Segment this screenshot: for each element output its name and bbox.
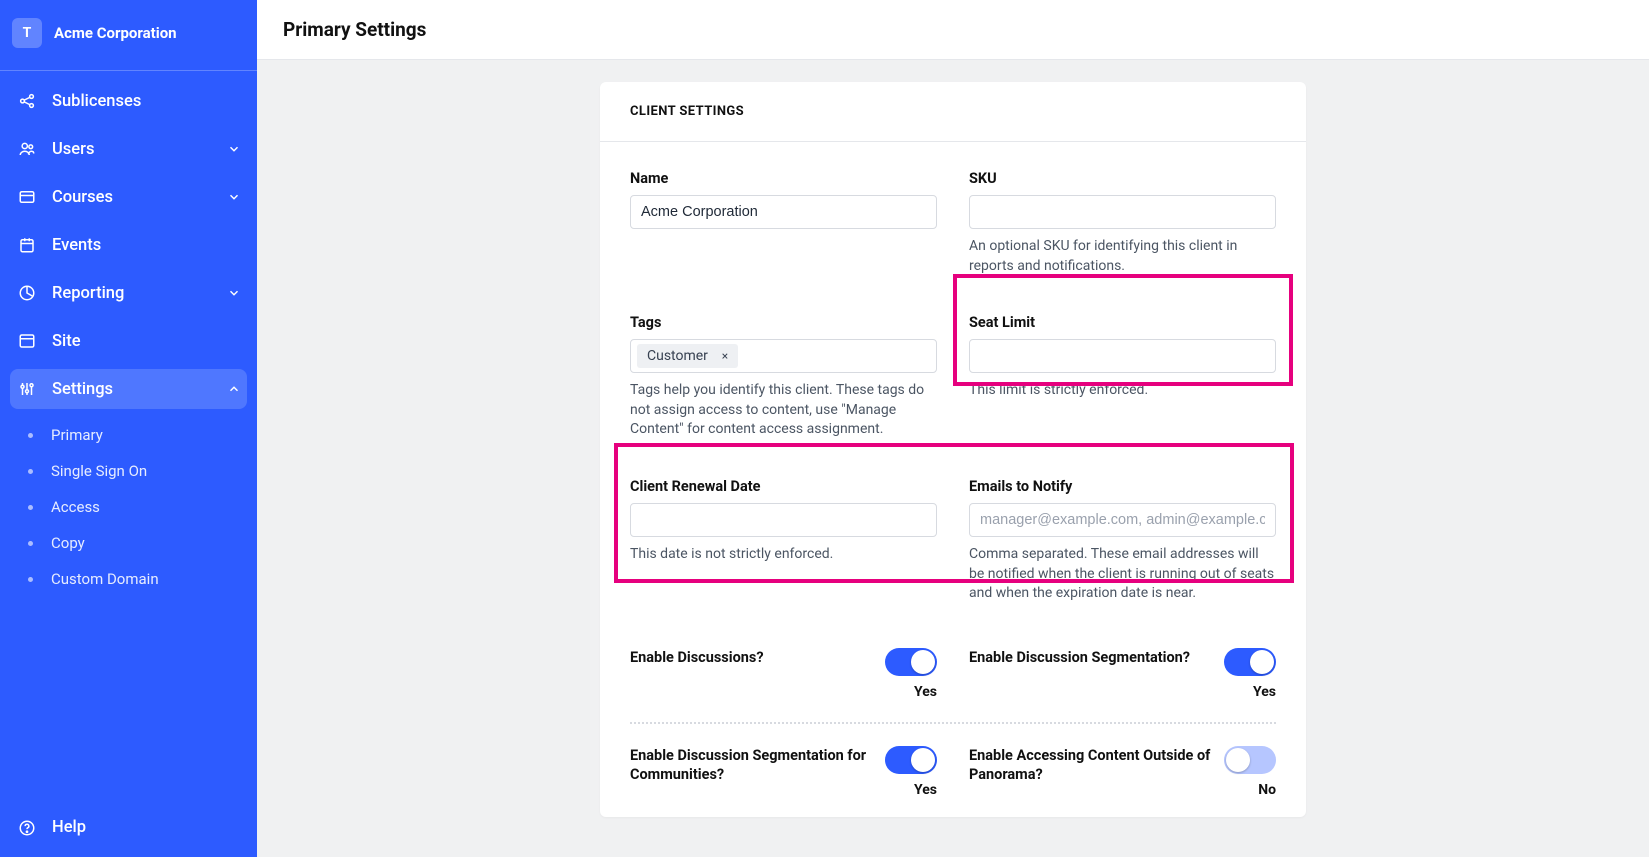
toggle-outside-label: Enable Accessing Content Outside of Pano… (969, 746, 1224, 785)
field-seat-limit: Seat Limit This limit is strictly enforc… (969, 314, 1276, 440)
layout-icon (16, 332, 38, 350)
subnav-item-primary[interactable]: Primary (0, 417, 257, 453)
sku-input[interactable] (969, 195, 1276, 229)
subnav-item-copy[interactable]: Copy (0, 525, 257, 561)
brand-logo: T (12, 18, 42, 48)
row-name-sku: Name SKU An optional SKU for identifying… (630, 170, 1276, 276)
brand-logo-letter: T (23, 25, 32, 41)
courses-icon (16, 188, 38, 206)
subnav-item-sso[interactable]: Single Sign On (0, 453, 257, 489)
help-label: Help (52, 818, 86, 837)
share-icon (16, 92, 38, 110)
name-label: Name (630, 170, 937, 187)
field-sku: SKU An optional SKU for identifying this… (969, 170, 1276, 276)
sidebar-item-label: Events (52, 236, 101, 255)
sku-label: SKU (969, 170, 1276, 187)
sidebar-item-settings[interactable]: Settings (10, 369, 247, 409)
toggle-segmentation: Enable Discussion Segmentation? Yes (969, 648, 1276, 700)
sidebar-item-label: Sublicenses (52, 92, 141, 111)
sidebar-item-users[interactable]: Users (0, 125, 257, 173)
users-icon (16, 140, 38, 158)
seat-limit-input[interactable] (969, 339, 1276, 373)
sidebar-nav: Sublicenses Users Courses Events (0, 77, 257, 798)
subnav-item-custom-domain[interactable]: Custom Domain (0, 561, 257, 597)
field-renewal-date: Client Renewal Date This date is not str… (630, 478, 937, 604)
toggle-communities-switch[interactable] (885, 746, 937, 774)
card-header: CLIENT SETTINGS (600, 82, 1306, 142)
card-section-title: CLIENT SETTINGS (630, 104, 1276, 119)
sidebar-item-courses[interactable]: Courses (0, 173, 257, 221)
chevron-down-icon (227, 142, 241, 156)
renewal-label: Client Renewal Date (630, 478, 937, 495)
renewal-input[interactable] (630, 503, 937, 537)
sidebar-item-label: Settings (52, 380, 113, 399)
toggle-outside: Enable Accessing Content Outside of Pano… (969, 746, 1276, 798)
content-area: CLIENT SETTINGS Name SKU An optional SKU… (257, 60, 1649, 857)
field-emails-notify: Emails to Notify Comma separated. These … (969, 478, 1276, 604)
toggle-outside-switch[interactable] (1224, 746, 1276, 774)
tag-remove-icon[interactable]: × (718, 349, 732, 363)
field-tags: Tags Customer × Tags help you identify t… (630, 314, 937, 440)
seat-limit-label: Seat Limit (969, 314, 1276, 331)
toggle-communities-state: Yes (914, 782, 937, 798)
sidebar-item-label: Site (52, 332, 81, 351)
row-renewal-emails: Client Renewal Date This date is not str… (630, 478, 1276, 604)
name-input[interactable] (630, 195, 937, 229)
tags-input[interactable]: Customer × (630, 339, 937, 373)
toggle-communities: Enable Discussion Segmentation for Commu… (630, 746, 937, 798)
renewal-help: This date is not strictly enforced. (630, 545, 937, 565)
sidebar-item-label: Reporting (52, 284, 124, 303)
pie-icon (16, 284, 38, 302)
page-title: Primary Settings (283, 18, 1623, 41)
sidebar-item-label: Users (52, 140, 94, 159)
toggle-segmentation-label: Enable Discussion Segmentation? (969, 648, 1224, 668)
subnav-item-access[interactable]: Access (0, 489, 257, 525)
row-tags-seatlimit: Tags Customer × Tags help you identify t… (630, 314, 1276, 440)
sidebar: T Acme Corporation Sublicenses Users Cou… (0, 0, 257, 857)
settings-card: CLIENT SETTINGS Name SKU An optional SKU… (600, 82, 1306, 817)
chevron-down-icon (227, 286, 241, 300)
toggle-outside-state: No (1258, 782, 1276, 798)
toggle-discussions-switch[interactable] (885, 648, 937, 676)
toggle-segmentation-state: Yes (1253, 684, 1276, 700)
page-header: Primary Settings (257, 0, 1649, 60)
toggle-discussions-label: Enable Discussions? (630, 648, 885, 668)
sidebar-item-sublicenses[interactable]: Sublicenses (0, 77, 257, 125)
toggle-discussions-state: Yes (914, 684, 937, 700)
toggle-segmentation-switch[interactable] (1224, 648, 1276, 676)
emails-help: Comma separated. These email addresses w… (969, 545, 1276, 604)
chevron-up-icon (227, 382, 241, 396)
emails-label: Emails to Notify (969, 478, 1276, 495)
toggle-discussions: Enable Discussions? Yes (630, 648, 937, 700)
calendar-icon (16, 236, 38, 254)
chevron-down-icon (227, 190, 241, 204)
brand: T Acme Corporation (0, 0, 257, 70)
sidebar-item-label: Courses (52, 188, 113, 207)
sidebar-item-events[interactable]: Events (0, 221, 257, 269)
help-icon (16, 819, 38, 837)
tags-label: Tags (630, 314, 937, 331)
emails-input[interactable] (969, 503, 1276, 537)
tags-help: Tags help you identify this client. Thes… (630, 381, 937, 440)
card-body: Name SKU An optional SKU for identifying… (600, 142, 1306, 830)
tag-chip-customer: Customer × (637, 344, 738, 368)
sidebar-divider (0, 70, 257, 71)
sidebar-item-site[interactable]: Site (0, 317, 257, 365)
brand-name: Acme Corporation (54, 24, 177, 42)
field-name: Name (630, 170, 937, 276)
sidebar-item-reporting[interactable]: Reporting (0, 269, 257, 317)
toggle-row-2: Enable Discussion Segmentation for Commu… (630, 722, 1276, 820)
toggle-row-1: Enable Discussions? Yes Enable Discussio… (630, 626, 1276, 722)
settings-subnav: Primary Single Sign On Access Copy Custo… (0, 413, 257, 607)
sku-help: An optional SKU for identifying this cli… (969, 237, 1276, 276)
tag-chip-label: Customer (647, 348, 708, 364)
sliders-icon (16, 380, 38, 398)
toggle-communities-label: Enable Discussion Segmentation for Commu… (630, 746, 885, 785)
main: Primary Settings CLIENT SETTINGS Name SK… (257, 0, 1649, 857)
seat-limit-help: This limit is strictly enforced. (969, 381, 1276, 401)
sidebar-help[interactable]: Help (0, 798, 257, 857)
